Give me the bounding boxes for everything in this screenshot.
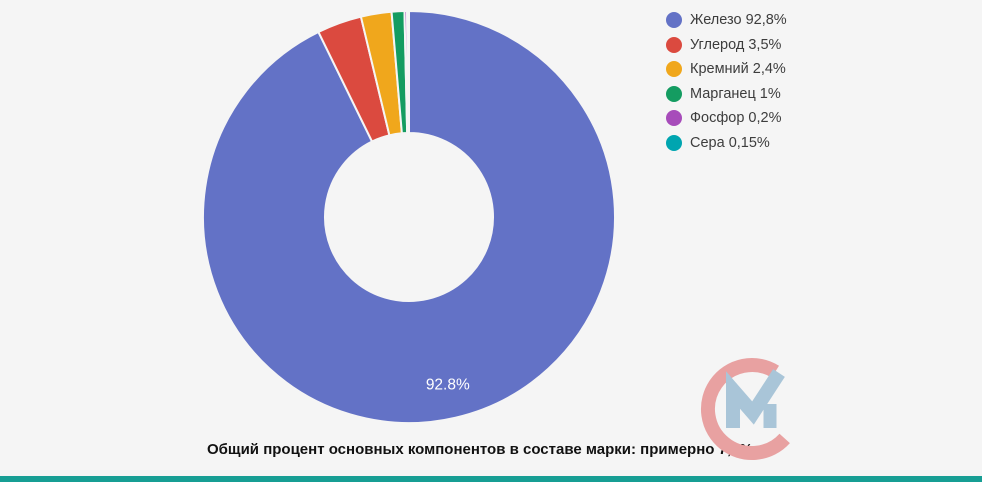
- legend-dot-icon: [666, 85, 682, 102]
- logo-m-check-shape: [726, 369, 785, 428]
- legend-dot-icon: [666, 36, 682, 53]
- chart-legend: Железо 92,8% Углерод 3,5% Кремний 2,4% Марг…: [666, 12, 787, 151]
- legend-dot-icon: [666, 110, 682, 126]
- footer-accent-bar: [0, 476, 982, 482]
- logo-c-shape: [701, 358, 790, 460]
- cm-watermark-logo: [701, 358, 790, 460]
- legend-item-label: Сера 0,15%: [690, 134, 770, 151]
- pie-slice-sulfur: [406, 9, 410, 135]
- slice-value-label: 92.8%: [426, 376, 470, 393]
- legend-item-label: Углерод 3,5%: [690, 36, 782, 53]
- legend-item: Углерод 3,5%: [666, 36, 787, 53]
- legend-dot-icon: [666, 134, 682, 151]
- pie-slice-iron: [202, 9, 616, 424]
- legend-item: Сера 0,15%: [666, 134, 787, 151]
- legend-item-label: Марганец 1%: [690, 85, 781, 102]
- legend-item: Фосфор 0,2%: [666, 110, 787, 126]
- legend-item: Железо 92,8%: [666, 12, 787, 28]
- legend-item-label: Фосфор 0,2%: [690, 110, 782, 126]
- legend-item-label: Железо 92,8%: [690, 12, 787, 28]
- legend-item-label: Кремний 2,4%: [690, 61, 786, 77]
- legend-item: Марганец 1%: [666, 85, 787, 102]
- donut-chart: 92.8%: [202, 9, 616, 424]
- legend-dot-icon: [666, 12, 682, 28]
- legend-dot-icon: [666, 61, 682, 77]
- chart-caption: Общий процент основных компонентов в сос…: [207, 441, 753, 458]
- legend-item: Кремний 2,4%: [666, 61, 787, 77]
